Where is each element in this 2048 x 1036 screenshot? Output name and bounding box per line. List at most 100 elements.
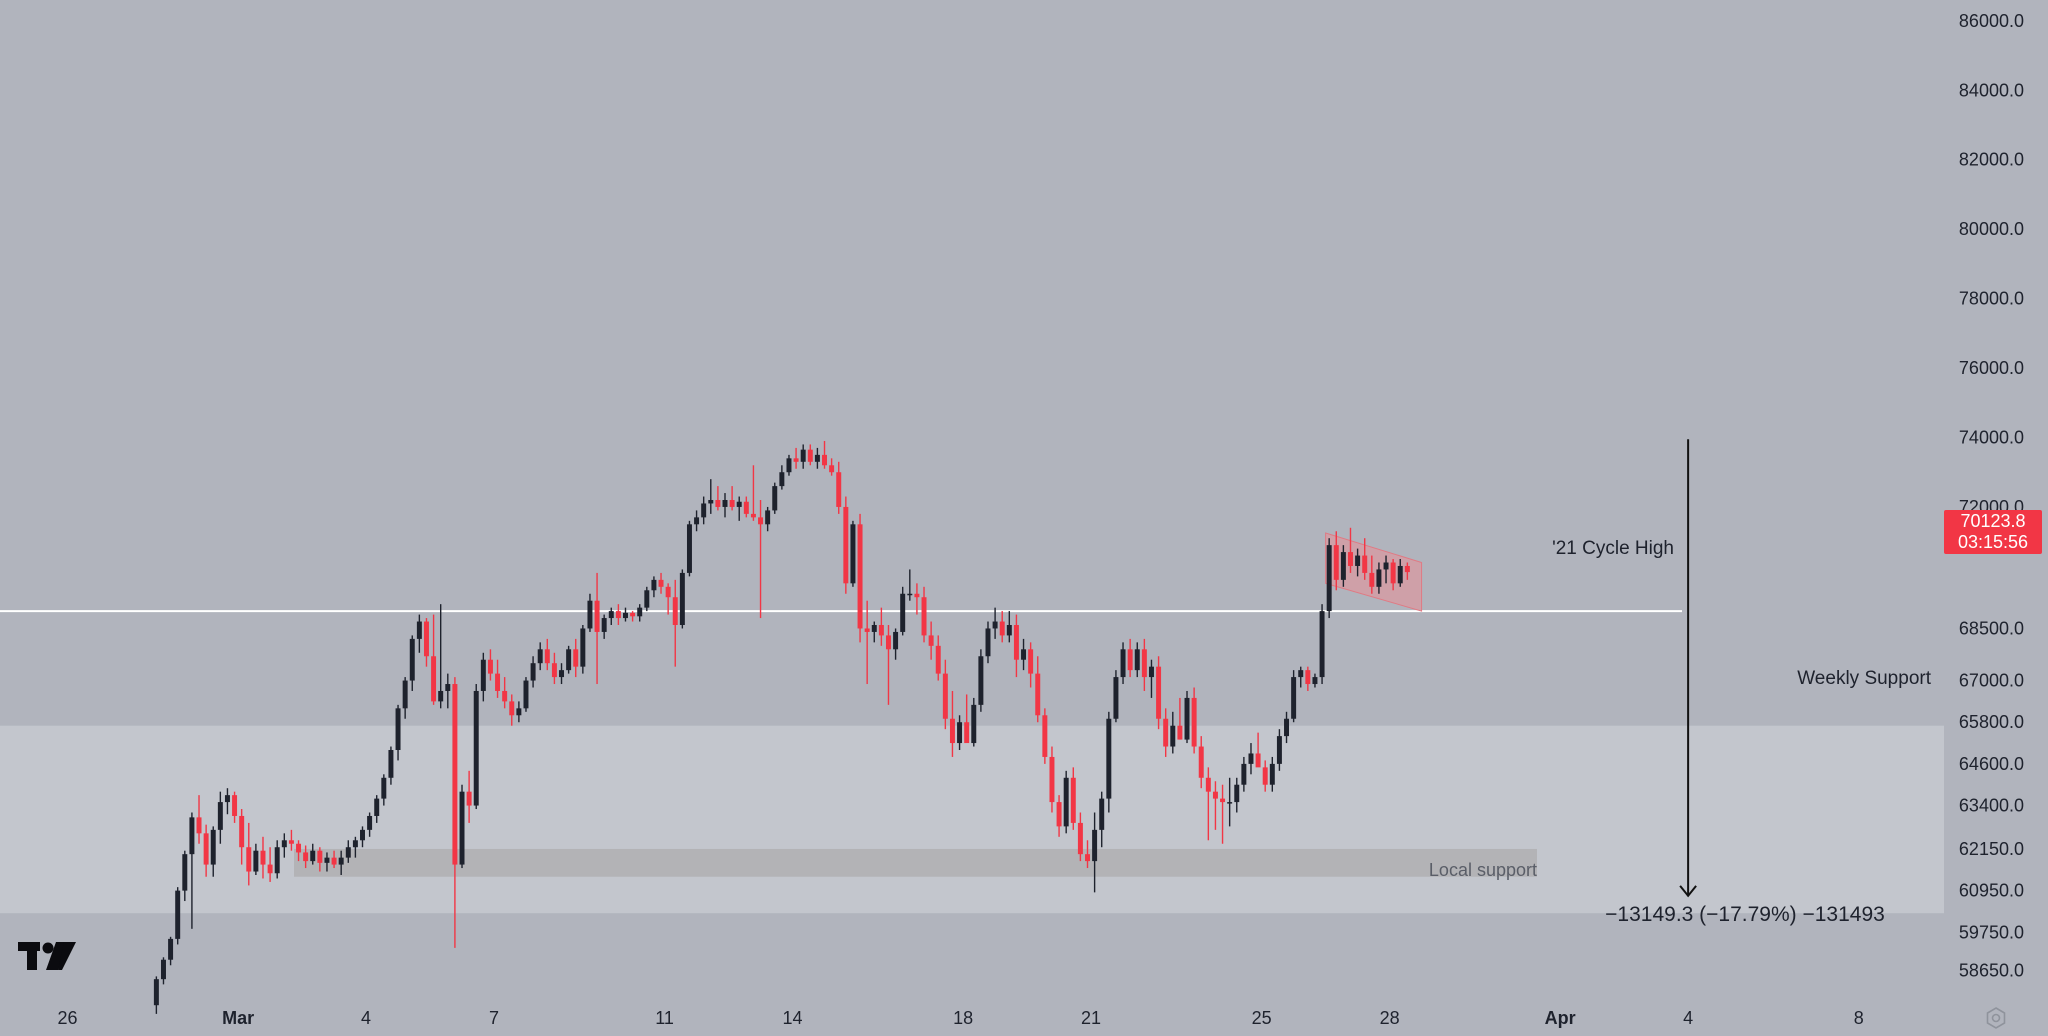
candle-body[interactable] — [1262, 767, 1268, 785]
candle-body[interactable] — [1312, 677, 1318, 685]
candle-body[interactable] — [1042, 715, 1048, 757]
candle-body[interactable] — [878, 625, 884, 636]
candle-body[interactable] — [786, 458, 792, 473]
candle-body[interactable] — [487, 659, 493, 674]
candle-body[interactable] — [1063, 777, 1069, 827]
candle-body[interactable] — [267, 864, 273, 874]
candle-body[interactable] — [850, 524, 856, 584]
candle-body[interactable] — [1319, 611, 1325, 678]
candle-body[interactable] — [544, 649, 550, 664]
candle-body[interactable] — [310, 850, 316, 862]
candle-body[interactable] — [608, 611, 614, 619]
candle-body[interactable] — [274, 847, 280, 874]
candle-body[interactable] — [1177, 725, 1183, 740]
candle-body[interactable] — [1035, 673, 1041, 716]
candle-body[interactable] — [1276, 736, 1282, 764]
candle-body[interactable] — [452, 684, 458, 865]
candle-body[interactable] — [623, 612, 628, 619]
candle-body[interactable] — [601, 618, 607, 632]
candle-body[interactable] — [1077, 822, 1083, 855]
candle-body[interactable] — [729, 500, 735, 507]
candle-body[interactable] — [473, 690, 479, 806]
candle-body[interactable] — [395, 708, 401, 750]
candle-body[interactable] — [1021, 649, 1027, 660]
candle-body[interactable] — [594, 600, 600, 632]
candle-body[interactable] — [1205, 777, 1211, 792]
candle-body[interactable] — [402, 680, 408, 709]
candle-body[interactable] — [1269, 763, 1275, 785]
candle-body[interactable] — [800, 449, 806, 462]
candle-body[interactable] — [1362, 555, 1368, 573]
candle-body[interactable] — [871, 625, 877, 632]
candle-body[interactable] — [942, 673, 948, 719]
candle-body[interactable] — [509, 701, 515, 716]
candle-body[interactable] — [914, 593, 920, 598]
candle-body[interactable] — [374, 798, 380, 816]
candle-body[interactable] — [1006, 625, 1012, 636]
candle-body[interactable] — [1326, 545, 1332, 612]
candle-body[interactable] — [381, 777, 387, 799]
tradingview-logo[interactable] — [18, 940, 78, 977]
candle-body[interactable] — [637, 607, 643, 617]
candle-body[interactable] — [1212, 791, 1218, 799]
price-axis[interactable]: 86000.0 84000.0 82000.0 80000.0 78000.0 76000… — [1959, 11, 2024, 981]
candle-body[interactable] — [1085, 854, 1090, 862]
candle-body[interactable] — [1390, 562, 1396, 584]
candle-body[interactable] — [288, 840, 294, 844]
candle-body[interactable] — [1013, 625, 1019, 660]
candle-body[interactable] — [885, 635, 891, 650]
candle-body[interactable] — [658, 579, 664, 587]
candle-body[interactable] — [1106, 718, 1112, 799]
candle-body[interactable] — [537, 649, 543, 664]
candle-body[interactable] — [516, 708, 522, 716]
candle-body[interactable] — [928, 635, 934, 646]
candle-body[interactable] — [246, 847, 252, 872]
candle-body[interactable] — [573, 649, 579, 667]
candle-body[interactable] — [1099, 798, 1105, 830]
candle-body[interactable] — [1184, 697, 1190, 740]
candle-body[interactable] — [239, 815, 245, 848]
candle-body[interactable] — [949, 718, 955, 744]
candle-body[interactable] — [1376, 569, 1382, 587]
candle-body[interactable] — [857, 524, 863, 629]
candle-body[interactable] — [345, 847, 351, 858]
candle-body[interactable] — [843, 506, 849, 584]
candle-body[interactable] — [1148, 666, 1154, 678]
candle-body[interactable] — [232, 795, 238, 816]
candle-body[interactable] — [985, 628, 991, 657]
time-axis[interactable]: 26 Mar 4 7 11 14 18 21 25 28 Apr 4 8 — [58, 1008, 1864, 1028]
candle-body[interactable] — [1170, 725, 1176, 747]
candle-body[interactable] — [495, 673, 501, 691]
candle-body[interactable] — [1340, 552, 1346, 580]
candle-body[interactable] — [1134, 649, 1140, 671]
candle-body[interactable] — [743, 501, 749, 514]
candle-body[interactable] — [1070, 777, 1076, 823]
candle-body[interactable] — [530, 663, 536, 681]
candle-body[interactable] — [765, 510, 771, 525]
candle-body[interactable] — [566, 649, 572, 671]
candle-body[interactable] — [367, 815, 373, 830]
candle-body[interactable] — [686, 524, 692, 573]
candle-body[interactable] — [701, 503, 707, 518]
candle-body[interactable] — [175, 890, 181, 939]
candle-body[interactable] — [807, 449, 813, 462]
candle-body[interactable] — [893, 631, 899, 650]
candle-body[interactable] — [900, 593, 906, 632]
weekly-support-zone[interactable] — [0, 725, 1944, 914]
candle-body[interactable] — [1255, 753, 1261, 768]
candle-body[interactable] — [651, 579, 657, 591]
candle-body[interactable] — [459, 791, 465, 865]
candle-body[interactable] — [1369, 572, 1375, 587]
candle-body[interactable] — [559, 670, 565, 678]
candle-body[interactable] — [935, 645, 941, 674]
candle-body[interactable] — [580, 628, 586, 667]
candle-body[interactable] — [1127, 649, 1133, 671]
candle-body[interactable] — [1156, 666, 1162, 719]
candle-body[interactable] — [416, 621, 422, 639]
candle-body[interactable] — [1348, 552, 1353, 566]
candle-body[interactable] — [630, 612, 636, 617]
candle-body[interactable] — [551, 663, 557, 678]
candle-body[interactable] — [1234, 784, 1240, 803]
candle-body[interactable] — [1220, 798, 1226, 803]
candle-body[interactable] — [1298, 670, 1304, 678]
